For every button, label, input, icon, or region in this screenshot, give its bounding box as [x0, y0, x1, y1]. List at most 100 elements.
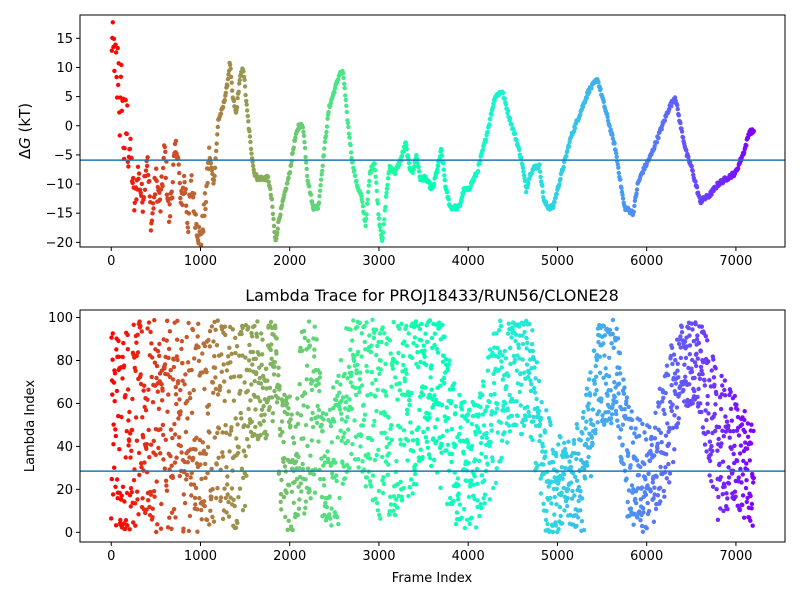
lambda-point: [354, 371, 359, 376]
lambda-point: [225, 492, 230, 497]
delta-g-point: [587, 89, 592, 95]
delta-g-point: [291, 145, 296, 150]
lambda-point: [205, 470, 210, 476]
lambda-point: [286, 518, 291, 523]
lambda-point: [240, 325, 245, 330]
lambda-point: [537, 422, 543, 427]
lambda-point: [405, 438, 411, 443]
lambda-point: [703, 334, 708, 339]
lambda-point: [283, 514, 288, 520]
lambda-point: [154, 363, 160, 369]
lambda-point: [538, 433, 543, 438]
lambda-point: [609, 421, 614, 426]
lambda-point: [331, 385, 336, 390]
lambda-point: [291, 500, 296, 505]
lambda-point: [507, 345, 513, 351]
lambda-point: [237, 486, 243, 491]
lambda-point: [281, 494, 287, 500]
lambda-point: [166, 392, 171, 397]
lambda-point: [235, 520, 240, 526]
delta-g-point: [151, 206, 156, 211]
delta-g-point: [346, 124, 351, 130]
lambda-point: [588, 393, 593, 398]
delta-g-point: [249, 151, 254, 156]
delta-g-point: [442, 173, 447, 178]
lambda-point: [646, 508, 652, 514]
delta-g-point: [186, 229, 191, 235]
x-tick-label: 6000: [630, 549, 663, 564]
lambda-point: [231, 398, 237, 403]
lambda-point: [142, 383, 147, 388]
lambda-point: [581, 409, 586, 415]
lambda-point: [247, 368, 252, 373]
lambda-point: [309, 387, 315, 393]
lambda-point: [318, 476, 323, 482]
lambda-point: [341, 435, 346, 440]
lambda-point: [624, 476, 629, 481]
lambda-point: [549, 479, 554, 484]
lambda-point: [725, 496, 730, 501]
lambda-point: [499, 365, 504, 370]
lambda-point: [642, 461, 647, 467]
delta-g-point: [161, 165, 166, 171]
lambda-point: [667, 471, 673, 476]
lambda-point: [551, 459, 556, 465]
lambda-point: [536, 378, 542, 384]
delta-g-point: [365, 197, 370, 202]
lambda-point: [226, 389, 231, 394]
lambda-point: [499, 455, 504, 461]
lambda-point: [585, 437, 590, 442]
lambda-point: [487, 443, 492, 449]
lambda-point: [434, 346, 439, 352]
delta-g-point: [551, 204, 556, 209]
lambda-point: [324, 504, 329, 510]
lambda-point: [177, 397, 182, 402]
lambda-point: [638, 518, 643, 523]
lambda-point: [222, 324, 228, 329]
delta-g-point: [128, 136, 133, 141]
lambda-point: [302, 391, 308, 396]
lambda-point: [203, 461, 208, 467]
lambda-point: [687, 352, 692, 357]
lambda-point: [282, 464, 288, 469]
lambda-point: [415, 350, 420, 355]
lambda-point: [661, 395, 666, 401]
y-tick-label: −20: [46, 236, 73, 251]
lambda-point: [358, 433, 364, 439]
delta-g-point: [225, 76, 231, 82]
lambda-point: [471, 482, 476, 487]
lambda-point: [692, 375, 697, 381]
lambda-point: [371, 335, 377, 341]
lambda-point: [602, 333, 608, 338]
lambda-point: [447, 387, 453, 392]
lambda-point: [718, 506, 723, 511]
delta-g-point: [319, 172, 324, 177]
lambda-point: [215, 392, 221, 397]
lambda-point: [136, 512, 141, 517]
delta-g-point: [188, 178, 194, 183]
lambda-point: [601, 375, 606, 380]
delta-g-point: [584, 95, 589, 101]
lambda-point: [167, 374, 173, 380]
lambda-point: [345, 439, 351, 444]
lambda-point: [723, 429, 729, 434]
lambda-point: [505, 331, 511, 336]
lambda-point: [140, 435, 146, 440]
lambda-point: [109, 335, 114, 340]
lambda-point: [382, 331, 387, 336]
lambda-point: [396, 350, 401, 356]
lambda-point: [110, 392, 115, 397]
lambda-point: [114, 347, 119, 352]
x-tick-label: 7000: [719, 254, 752, 269]
lambda-point: [317, 370, 323, 376]
lambda-point: [126, 418, 131, 423]
lambda-point: [676, 416, 681, 421]
lambda-point: [294, 476, 300, 482]
lambda-point: [374, 500, 380, 506]
lambda-point: [622, 385, 627, 390]
delta-g-point: [143, 168, 149, 173]
delta-g-point: [694, 185, 700, 190]
lambda-point: [518, 371, 523, 376]
delta-g-point: [301, 133, 307, 138]
delta-g-point: [305, 173, 310, 179]
